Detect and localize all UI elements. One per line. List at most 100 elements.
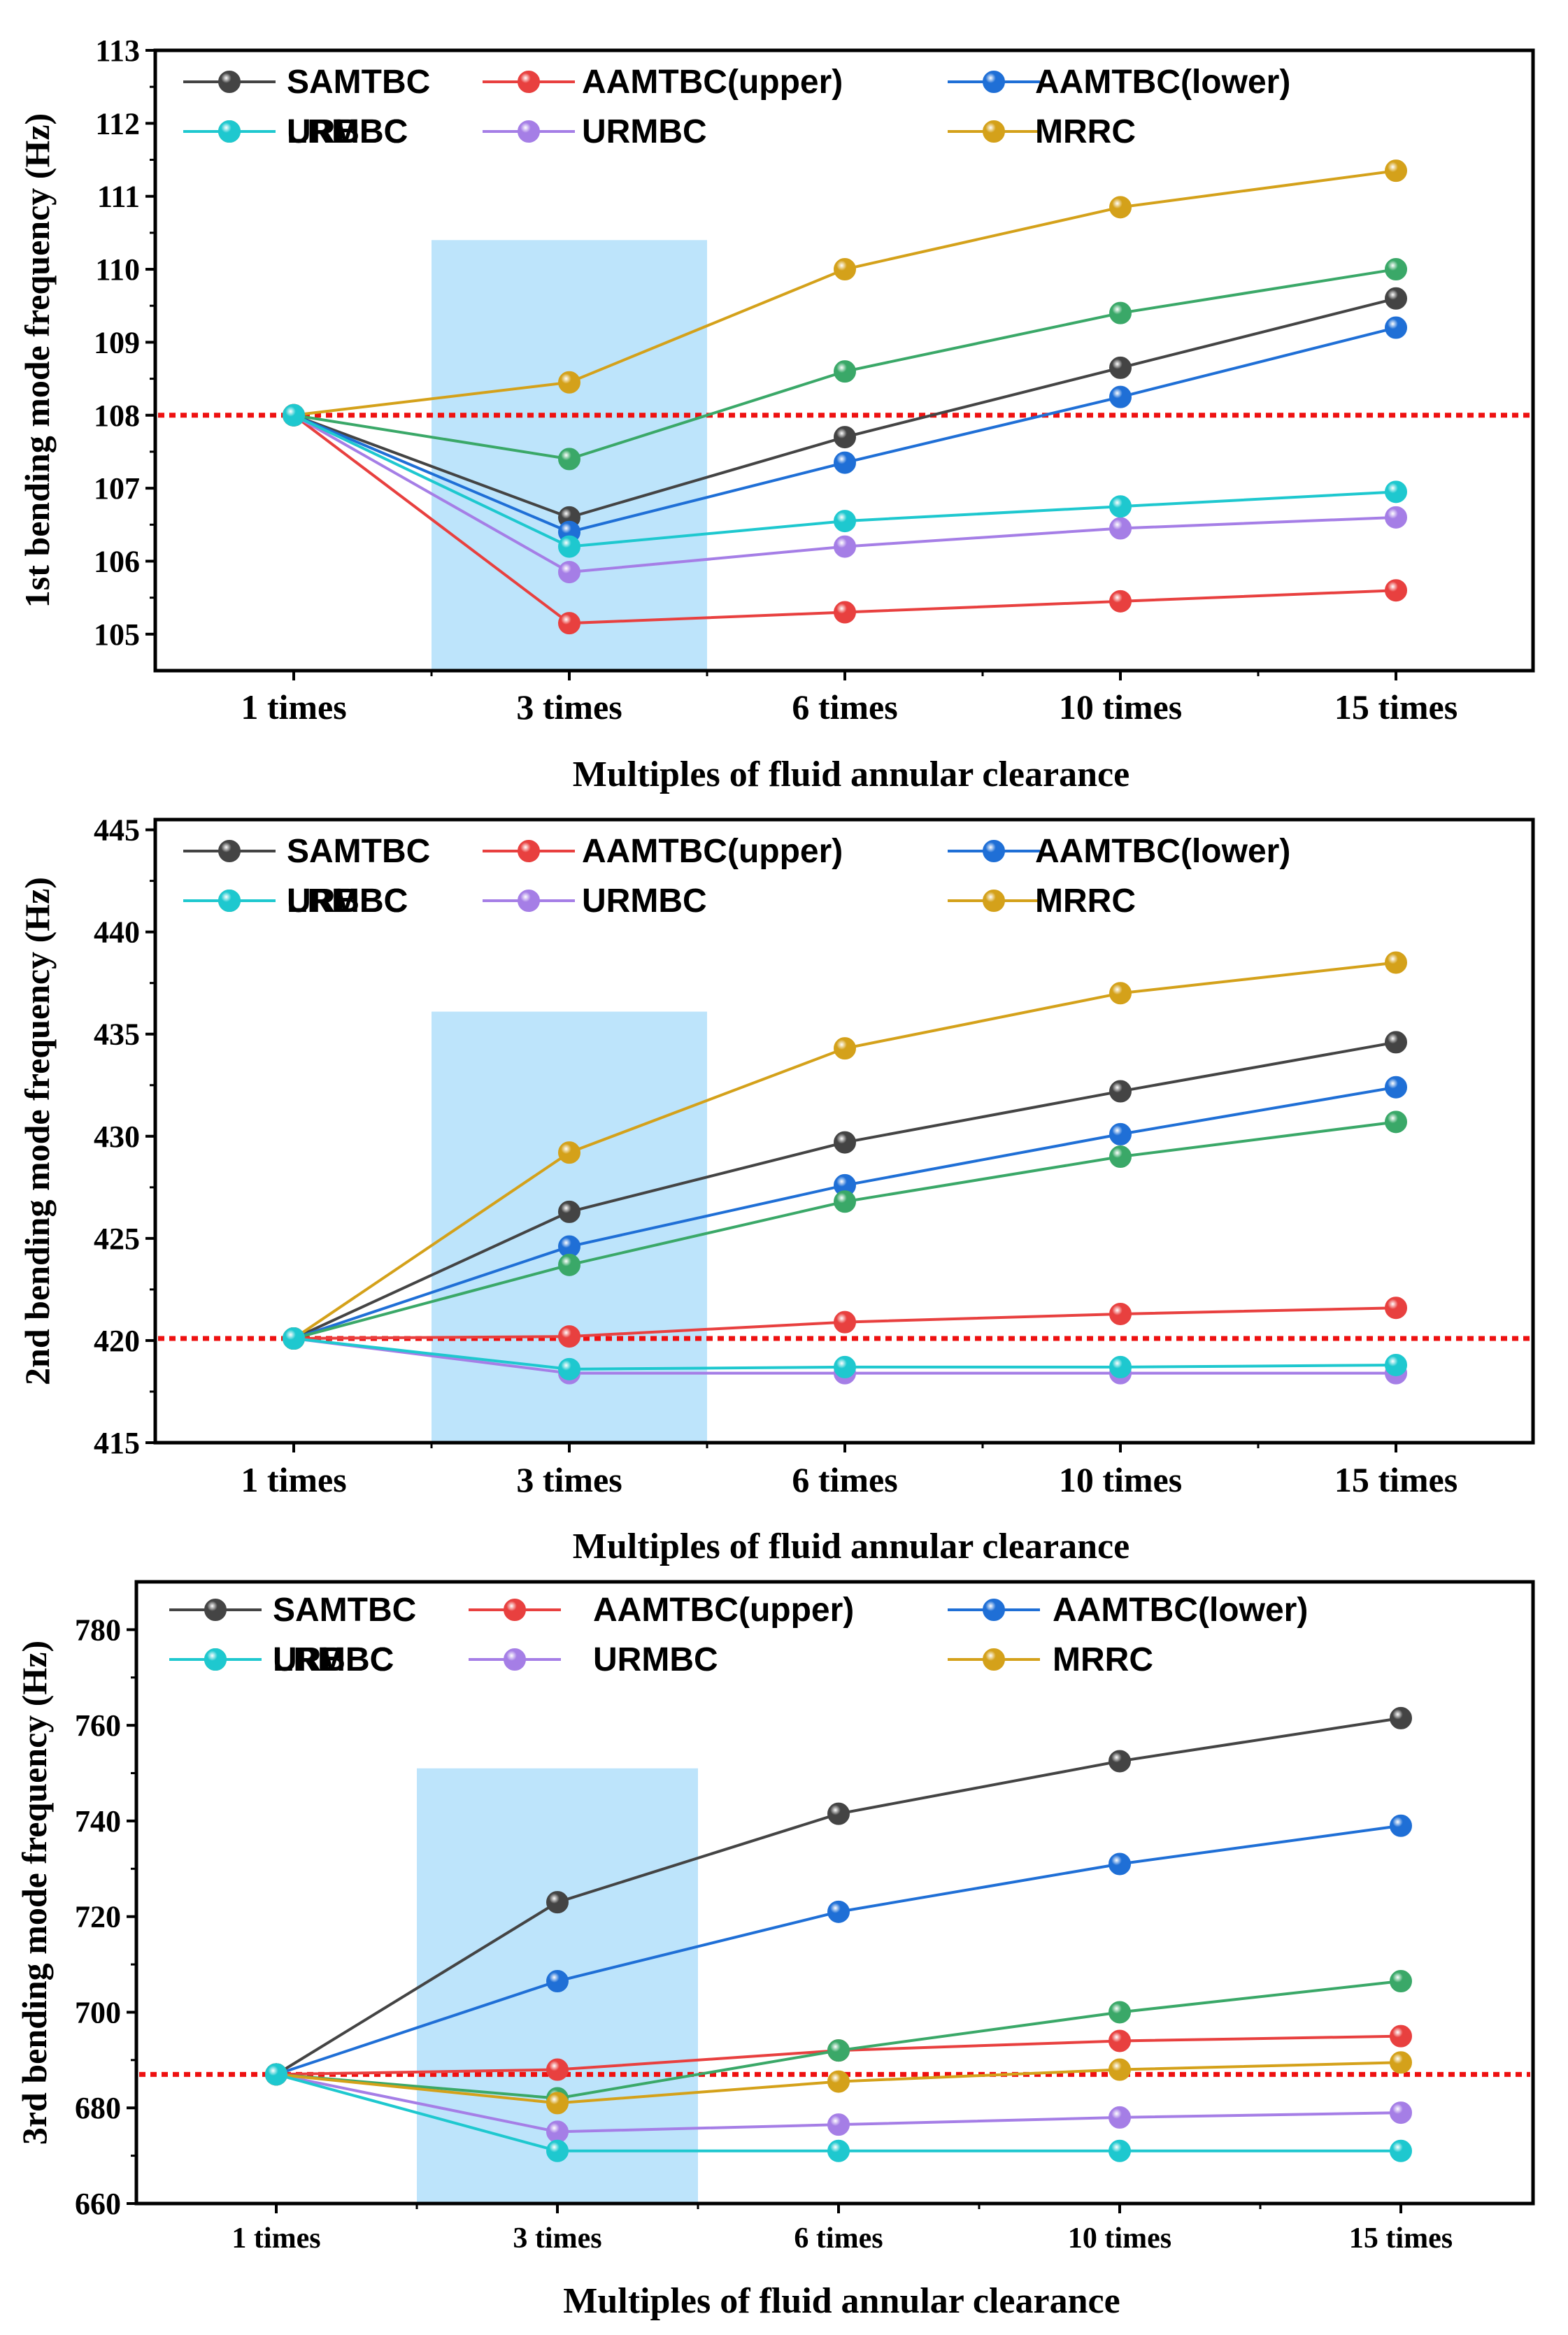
point-lrmbc-4 <box>1109 1355 1132 1378</box>
point-samtbc-2 <box>546 1891 569 1914</box>
point-samtbc-2 <box>558 1200 580 1223</box>
x-tick-label: 10 times <box>1059 1460 1182 1499</box>
point-samtbc-4 <box>1109 356 1132 379</box>
y-tick-label: 445 <box>94 813 140 848</box>
legend-marker-aamtbc-upper <box>518 840 540 862</box>
legend-label-aamtbc-lower: AAMTBC(lower) <box>1053 1592 1308 1629</box>
legend-label-urmbc: URMBC <box>593 1641 718 1678</box>
point-urmbc-3 <box>834 535 856 558</box>
y-tick-label: 740 <box>75 1804 121 1838</box>
legend-label-lrmbc: LRMBC <box>287 883 408 920</box>
x-tick-label: 1 times <box>231 2222 320 2255</box>
point-lrmbc-4 <box>1109 2139 1131 2162</box>
legend-marker-aamtbc-upper <box>504 1599 526 1621</box>
legend-label-urmbc: URMBC <box>582 883 707 920</box>
x-tick-label: 6 times <box>792 687 897 727</box>
legend-label-mrrc: MRRC <box>1035 883 1136 920</box>
y-tick-label: 106 <box>94 544 140 578</box>
point-lrmbc-2 <box>558 1357 580 1380</box>
legend-label-lrmbc: LRMBC <box>273 1641 394 1678</box>
point-aamtbc-lower-4 <box>1109 1852 1131 1876</box>
point-urmbc-5 <box>1385 506 1407 529</box>
legend-label-aamtbc-upper: AAMTBC(upper) <box>593 1592 854 1629</box>
point-mrrc-2 <box>558 371 580 394</box>
x-tick-label: 15 times <box>1334 1460 1457 1499</box>
y-tick-label: 415 <box>94 1426 140 1460</box>
point-samtbc-4 <box>1109 1750 1131 1773</box>
y-tick-label: 440 <box>94 915 140 950</box>
y-tick-label: 105 <box>94 617 140 652</box>
legend-marker-lrmbc <box>218 120 241 143</box>
x-axis-title: Multiples of fluid annular clearance <box>573 1527 1129 1566</box>
point-samtbc-5 <box>1390 1706 1412 1729</box>
point-mrrc-3 <box>834 1037 856 1060</box>
y-tick-label: 112 <box>95 106 140 141</box>
legend-marker-samtbc <box>204 1599 227 1621</box>
point-urmbc-4 <box>1109 517 1132 540</box>
point-urbbc-4 <box>1109 2001 1131 2024</box>
point-lrmbc-4 <box>1109 495 1132 518</box>
point-urbbc-2 <box>558 1253 580 1276</box>
legend-label-urbbc: URBBC <box>273 1641 394 1678</box>
legend-marker-samtbc <box>218 71 241 93</box>
point-urbbc-5 <box>1385 258 1407 281</box>
y-tick-label: 760 <box>75 1708 121 1743</box>
point-lrmbc-5 <box>1390 2139 1412 2162</box>
x-tick-label: 1 times <box>241 1460 346 1499</box>
legend-marker-urmbc <box>518 120 540 143</box>
legend-marker-lrmbc <box>218 890 241 912</box>
x-tick-label: 3 times <box>513 2222 601 2255</box>
legend-label-samtbc: SAMTBC <box>287 64 430 101</box>
plot-frame <box>134 1580 1535 2206</box>
point-lrmbc-1 <box>265 2063 287 2086</box>
y-tick-label: 435 <box>94 1017 140 1052</box>
y-tick-label: 113 <box>95 34 140 68</box>
legend-marker-samtbc <box>218 840 241 862</box>
point-mrrc-2 <box>546 2092 569 2115</box>
legend-label-aamtbc-upper: AAMTBC(upper) <box>582 833 843 870</box>
y-axis-title: 2nd bending mode frequency (Hz) <box>17 877 57 1385</box>
point-urbbc-3 <box>834 360 856 383</box>
x-axis-title: Multiples of fluid annular clearance <box>573 755 1129 794</box>
legend-label-aamtbc-lower: AAMTBC(lower) <box>1035 833 1290 870</box>
y-tick-label: 420 <box>94 1324 140 1358</box>
point-urmbc-4 <box>1109 2106 1131 2129</box>
point-aamtbc-upper-3 <box>834 1311 856 1334</box>
y-tick-label: 660 <box>75 2187 121 2221</box>
x-tick-label: 6 times <box>792 1460 897 1499</box>
x-axis-title: Multiples of fluid annular clearance <box>563 2281 1120 2321</box>
x-tick-label: 10 times <box>1068 2222 1171 2255</box>
point-lrmbc-1 <box>283 404 305 427</box>
legend-label-samtbc: SAMTBC <box>273 1592 416 1629</box>
point-aamtbc-lower-4 <box>1109 385 1132 408</box>
legend-label-aamtbc-upper: AAMTBC(upper) <box>582 64 843 101</box>
point-samtbc-3 <box>827 1802 850 1825</box>
legend-label-mrrc: MRRC <box>1053 1641 1153 1678</box>
point-lrmbc-5 <box>1385 1353 1407 1376</box>
point-urbbc-4 <box>1109 301 1132 324</box>
point-aamtbc-lower-5 <box>1390 1814 1412 1837</box>
point-urmbc-2 <box>558 561 580 584</box>
x-tick-label: 3 times <box>516 687 622 727</box>
y-tick-label: 111 <box>97 180 140 214</box>
x-tick-label: 10 times <box>1059 687 1182 727</box>
legend: SAMTBC AAMTBC(upper) AAMTBC(lower) URBBC URM… <box>183 833 1290 920</box>
chart-panels: 105 106 107 108 109 110 111 112 113 1 times 3 time… <box>15 34 1535 2321</box>
point-aamtbc-lower-4 <box>1109 1122 1132 1145</box>
legend-label-urbbc: URBBC <box>287 113 408 150</box>
y-tick-label: 780 <box>75 1613 121 1647</box>
legend-marker-aamtbc-lower <box>983 1599 1005 1621</box>
point-aamtbc-upper-3 <box>834 601 856 624</box>
point-urmbc-3 <box>827 2113 850 2136</box>
point-urbbc-5 <box>1390 1970 1412 1993</box>
y-tick-label: 107 <box>94 471 140 506</box>
y-tick-label: 680 <box>75 2091 121 2125</box>
point-urbbc-2 <box>558 448 580 471</box>
legend-label-mrrc: MRRC <box>1035 113 1136 150</box>
x-tick-label: 15 times <box>1334 687 1457 727</box>
chart-panel-1: 105 106 107 108 109 110 111 112 113 1 times 3 time… <box>17 34 1535 794</box>
chart-panel-3: 660 680 700 720 740 760 780 1 times 3 times 6 tim… <box>15 1580 1535 2321</box>
point-lrmbc-1 <box>283 1327 305 1350</box>
point-mrrc-4 <box>1109 982 1132 1005</box>
point-aamtbc-upper-5 <box>1385 579 1407 602</box>
